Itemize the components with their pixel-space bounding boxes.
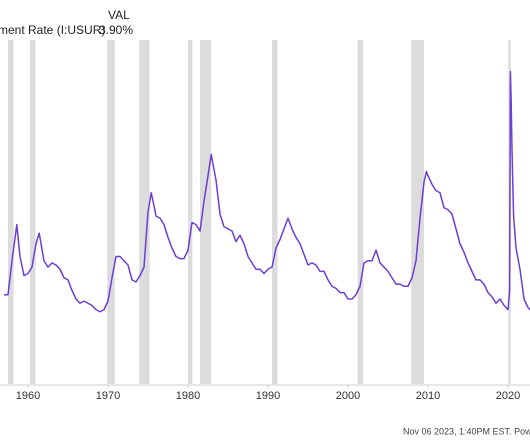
x-tick-label: 1970 [96, 390, 120, 402]
recession-bands [8, 40, 511, 384]
recession-band [188, 40, 193, 384]
plot-area [4, 70, 530, 313]
recession-band [107, 40, 115, 384]
legend-name: ment Rate (I:USUR) [0, 23, 105, 37]
x-tick-label: 1990 [256, 390, 280, 402]
recession-band [30, 40, 36, 384]
recession-band [139, 40, 150, 384]
x-tick-label: 2020 [496, 390, 520, 402]
x-tick-label: 1980 [176, 390, 200, 402]
legend-value: 3.90% [99, 23, 133, 37]
x-tick-label: 1960 [16, 390, 40, 402]
footer: Nov 06 2023, 1:40PM EST. Powered by [403, 426, 530, 436]
legend-header: VAL [108, 8, 130, 22]
recession-band [8, 40, 14, 384]
recession-band [411, 40, 424, 384]
series-line [4, 70, 530, 313]
recession-band [357, 40, 364, 384]
x-tick-label: 2000 [336, 390, 360, 402]
x-tick-label: 2010 [416, 390, 440, 402]
recession-band [272, 40, 278, 384]
recession-band [200, 40, 212, 384]
